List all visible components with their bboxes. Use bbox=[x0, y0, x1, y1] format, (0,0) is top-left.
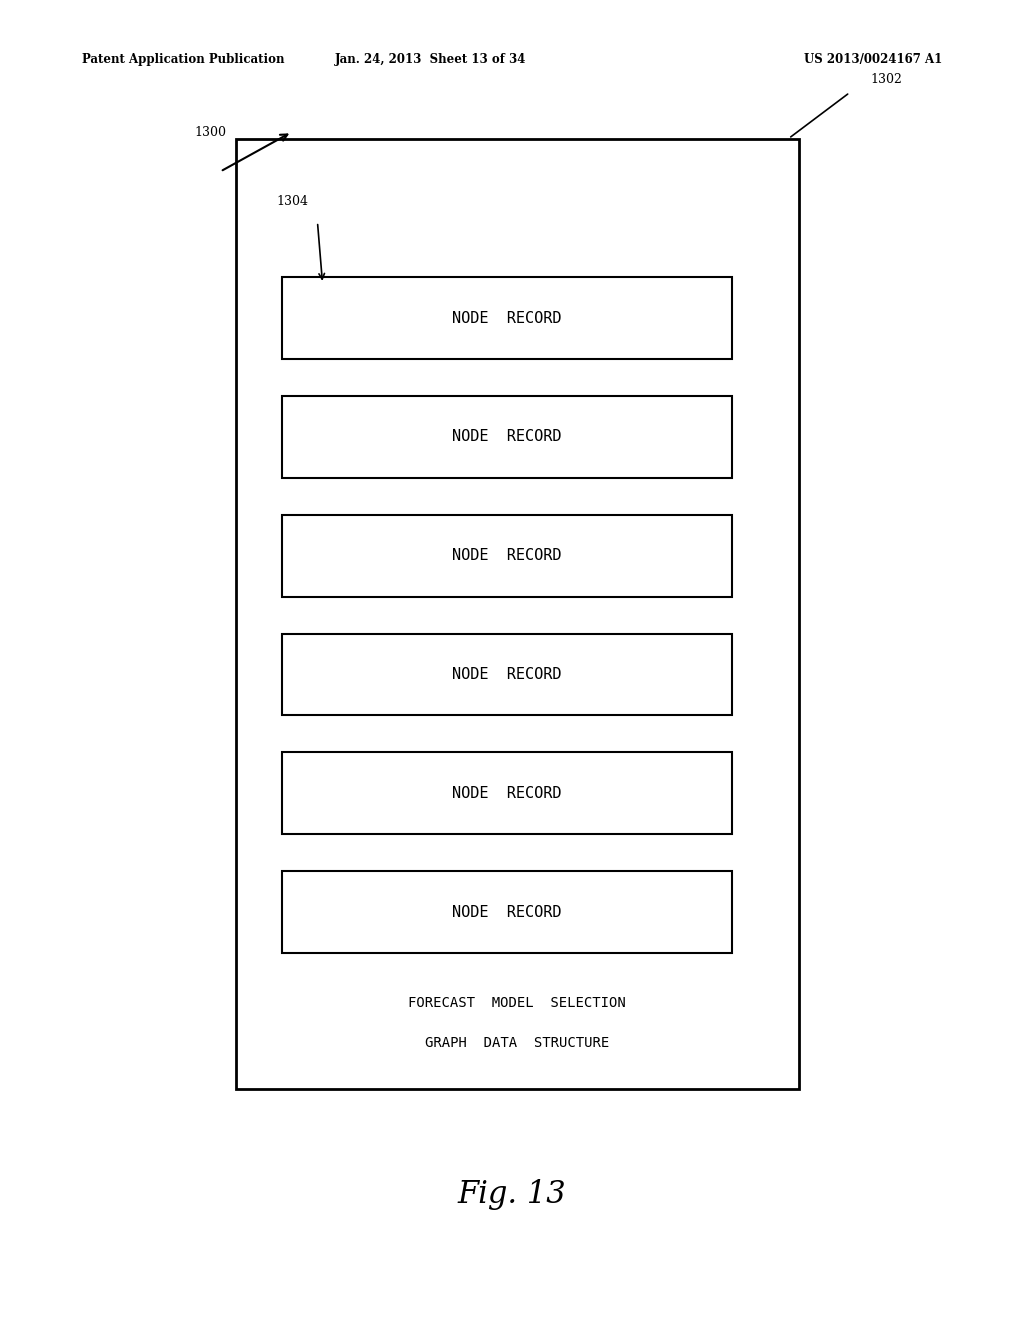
Text: GRAPH  DATA  STRUCTURE: GRAPH DATA STRUCTURE bbox=[425, 1036, 609, 1049]
Bar bbox=[282, 396, 732, 478]
Text: 1300: 1300 bbox=[195, 125, 226, 139]
Text: 1304: 1304 bbox=[276, 195, 308, 209]
Text: US 2013/0024167 A1: US 2013/0024167 A1 bbox=[804, 53, 942, 66]
Bar bbox=[236, 139, 799, 1089]
Text: NODE  RECORD: NODE RECORD bbox=[453, 667, 561, 682]
Bar bbox=[282, 871, 732, 953]
Text: NODE  RECORD: NODE RECORD bbox=[453, 785, 561, 801]
Bar bbox=[282, 277, 732, 359]
Text: 1302: 1302 bbox=[870, 73, 902, 86]
Text: FORECAST  MODEL  SELECTION: FORECAST MODEL SELECTION bbox=[409, 997, 626, 1010]
Text: NODE  RECORD: NODE RECORD bbox=[453, 904, 561, 920]
Text: Patent Application Publication: Patent Application Publication bbox=[82, 53, 285, 66]
Bar bbox=[282, 515, 732, 597]
Text: Fig. 13: Fig. 13 bbox=[458, 1179, 566, 1210]
Text: NODE  RECORD: NODE RECORD bbox=[453, 548, 561, 564]
Bar bbox=[282, 752, 732, 834]
Text: Jan. 24, 2013  Sheet 13 of 34: Jan. 24, 2013 Sheet 13 of 34 bbox=[335, 53, 525, 66]
Text: NODE  RECORD: NODE RECORD bbox=[453, 310, 561, 326]
Bar bbox=[282, 634, 732, 715]
Text: NODE  RECORD: NODE RECORD bbox=[453, 429, 561, 445]
